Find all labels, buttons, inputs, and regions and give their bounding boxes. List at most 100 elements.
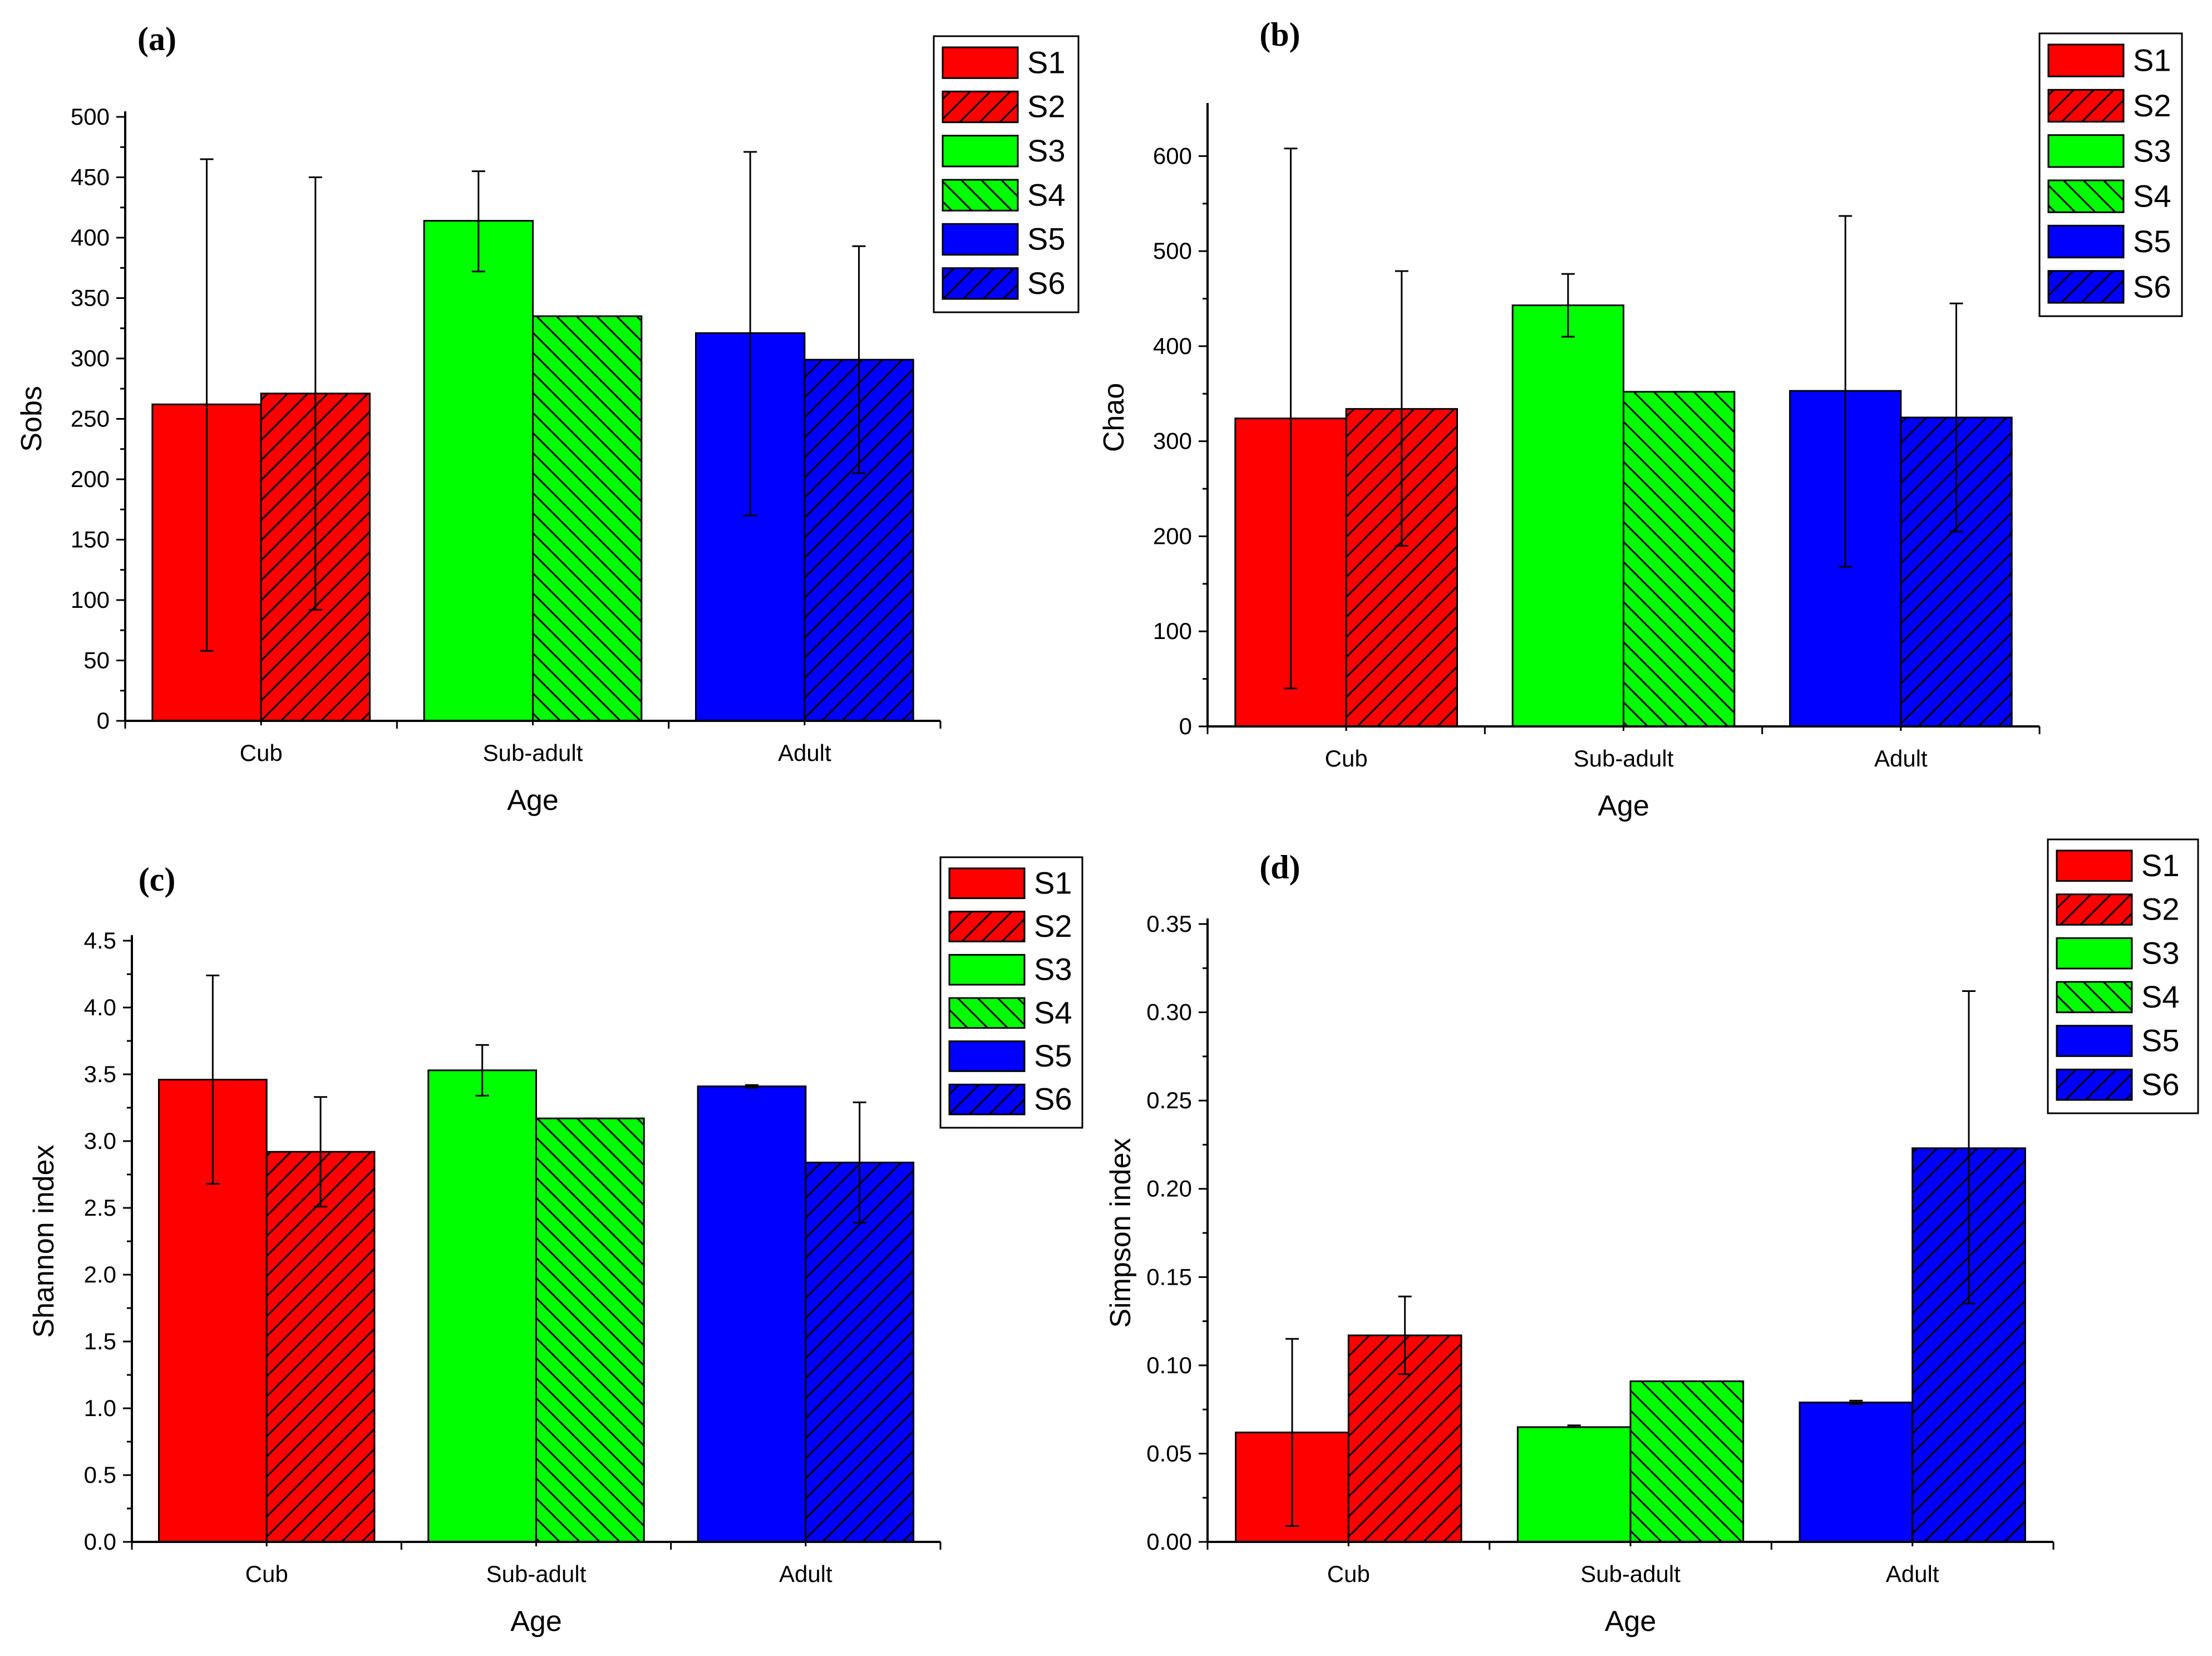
legend: S1 S2 S3 S4 S5 S6: [939, 856, 1083, 1129]
y-tick-label: 0.35: [1146, 911, 1192, 937]
y-tick-label: 4.0: [84, 994, 116, 1020]
y-tick-label: 0: [97, 707, 110, 734]
bar-s4: [1623, 391, 1736, 728]
panel-label: (d): [1259, 849, 1300, 886]
bar-s5: [697, 1085, 807, 1543]
legend-swatch-s3: [948, 954, 1026, 986]
bar-s4: [1629, 1380, 1745, 1543]
legend-frame: [2038, 32, 2183, 317]
y-tick-label: 0.00: [1146, 1529, 1192, 1555]
x-tick-label: Cub: [1325, 745, 1368, 772]
legend-label-s1: S1: [1027, 45, 1066, 80]
y-tick-label: 450: [71, 164, 110, 190]
y-tick-label: 100: [71, 587, 110, 613]
legend-swatch-s6: [948, 1083, 1026, 1116]
chart-panel-3: (c) 0.0 0.5 1.0 1.5 2.0 2.5 3.0 3.5 4.0 4.5 Cub Sub-…: [28, 856, 1083, 1638]
panel-label: (a): [137, 21, 176, 57]
y-tick-label: 300: [1153, 428, 1192, 454]
legend-swatch-s1: [2056, 849, 2133, 882]
bar-s3: [1511, 304, 1625, 728]
y-tick-label: 3.0: [84, 1128, 116, 1154]
y-tick-label: 400: [71, 224, 110, 250]
legend-frame: [939, 856, 1083, 1129]
y-tick-label: 0.15: [1146, 1264, 1192, 1290]
bar-s4: [535, 1117, 645, 1543]
bar-s2: [265, 1151, 376, 1543]
x-tick-label: Adult: [1886, 1561, 1939, 1587]
legend-label-s1: S1: [2133, 43, 2171, 78]
x-tick-label: Cub: [240, 740, 283, 766]
x-axis-title: Age: [507, 784, 559, 817]
x-tick-label: Adult: [1874, 745, 1928, 772]
y-tick-label: 200: [71, 466, 110, 492]
y-axis-title: Shannon index: [28, 1145, 60, 1338]
legend-swatch-s3: [942, 135, 1019, 168]
x-tick-label: Cub: [1327, 1561, 1370, 1587]
legend-label-s1: S1: [2141, 848, 2180, 883]
legend-frame: [2047, 838, 2199, 1114]
y-tick-label: 0.5: [84, 1462, 116, 1488]
legend-swatch-s4: [942, 179, 1019, 212]
legend-label-s6: S6: [1034, 1082, 1072, 1117]
legend-label-s5: S5: [2141, 1023, 2180, 1058]
bar-s3: [423, 220, 534, 722]
y-tick-label: 0.25: [1146, 1087, 1192, 1113]
y-tick-label: 500: [71, 104, 110, 130]
legend-label-s3: S3: [2133, 133, 2171, 168]
legend-swatch-s3: [2056, 937, 2133, 970]
bar-s3: [1516, 1426, 1632, 1543]
legend-label-s5: S5: [1034, 1038, 1072, 1073]
legend-swatch-s1: [2047, 43, 2125, 77]
y-tick-label: 0.30: [1146, 999, 1192, 1025]
y-tick-label: 350: [71, 285, 110, 311]
y-tick-label: 50: [83, 647, 110, 674]
legend: S1 S2 S3 S4 S5 S6: [2038, 32, 2183, 317]
legend-swatch-s4: [2047, 179, 2125, 213]
legend-swatch-s5: [942, 223, 1019, 256]
y-tick-label: 100: [1153, 618, 1192, 644]
legend-label-s4: S4: [1034, 995, 1072, 1030]
legend: S1 S2 S3 S4 S5 S6: [2047, 838, 2199, 1114]
x-tick-label: Sub-adult: [483, 740, 583, 766]
y-tick-label: 0: [1179, 713, 1192, 739]
y-tick-label: 300: [71, 345, 110, 371]
legend-swatch-s2: [948, 911, 1026, 942]
legend-swatch-s6: [2056, 1068, 2133, 1101]
panel-label: (c): [139, 861, 176, 898]
y-tick-label: 0.05: [1146, 1440, 1192, 1466]
legend-label-s2: S2: [1027, 89, 1066, 124]
chart-panel-1: (a) 0 50 100 150 200 250 300 350 400 450 500 Cub Sub-…: [16, 21, 1080, 817]
y-tick-label: 600: [1153, 142, 1192, 169]
legend-label-s3: S3: [1034, 952, 1072, 987]
chart-panel-2: (b) 0 100 200 300 400 500 600 Cub Sub-adult Adult A…: [1098, 16, 2183, 822]
legend-label-s2: S2: [2133, 88, 2171, 123]
legend-swatch-s2: [2056, 893, 2133, 926]
y-tick-label: 2.0: [84, 1261, 116, 1288]
legend-swatch-s4: [2056, 981, 2133, 1014]
y-tick-label: 500: [1153, 238, 1192, 264]
legend-label-s6: S6: [1027, 266, 1066, 301]
chart-panel-4: (d) 0.00 0.05 0.10 0.15 0.20 0.25 0.30 0.35 Cub Su…: [1105, 838, 2199, 1638]
legend-label-s1: S1: [1034, 865, 1072, 900]
legend-frame: [933, 35, 1080, 313]
y-axis-title: Chao: [1098, 383, 1130, 452]
x-tick-label: Adult: [779, 1561, 832, 1587]
legend-swatch-s2: [942, 90, 1019, 124]
bar-s4: [532, 315, 643, 722]
y-tick-label: 400: [1153, 333, 1192, 359]
bar-s3: [427, 1069, 537, 1543]
legend-swatch-s1: [948, 867, 1026, 900]
legend-swatch-s1: [942, 46, 1019, 79]
legend-label-s5: S5: [1027, 222, 1066, 257]
legend-swatch-s4: [948, 997, 1026, 1029]
legend-label-s2: S2: [1034, 908, 1072, 944]
x-axis-title: Age: [1598, 790, 1649, 822]
legend-swatch-s5: [2056, 1025, 2133, 1057]
y-axis-title: Sobs: [16, 386, 48, 452]
y-axis-title: Simpson index: [1105, 1138, 1137, 1328]
y-tick-label: 0.10: [1146, 1352, 1192, 1378]
bar-s5: [1799, 1401, 1914, 1543]
y-tick-label: 1.0: [84, 1395, 116, 1421]
legend-label-s5: S5: [2133, 224, 2171, 259]
